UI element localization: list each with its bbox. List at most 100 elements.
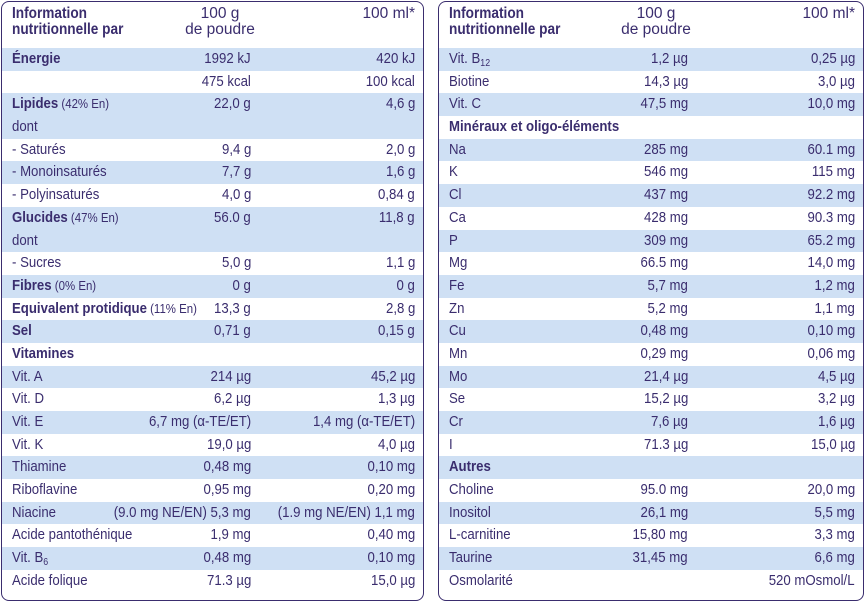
- row-label: Biotine: [449, 71, 489, 94]
- row-label: Acide folique: [12, 570, 88, 593]
- row-label: Vit. B12: [449, 48, 490, 76]
- row-label-text: - Polyinsaturés: [12, 186, 100, 204]
- value-per-100ml: 3,2 µg: [818, 390, 855, 408]
- table-row: Acide pantothénique 1,9 mg 0,40 mg: [2, 524, 423, 547]
- value-per-100g: 66.5 mg: [640, 254, 688, 272]
- row-label-text: Osmolarité: [449, 571, 513, 589]
- table-row: - Saturés 9,4 g 2,0 g: [2, 139, 423, 162]
- header-title-line2: nutritionnelle par: [12, 21, 124, 38]
- value-per-100ml: 6,6 mg: [814, 549, 855, 567]
- row-label-text: Glucides: [12, 208, 68, 226]
- value-per-100g: 0 g: [232, 276, 251, 294]
- value-per-100g: 5,7 mg: [647, 276, 688, 294]
- value-per-100ml: 420 kJ: [376, 50, 415, 67]
- row-label: Taurine: [449, 547, 492, 570]
- table-row: Cl 437 mg 92.2 mg: [439, 184, 863, 207]
- value-per-100g: 214 µg: [210, 367, 251, 385]
- row-label-text: dont: [12, 118, 38, 136]
- table-row: Mg 66.5 mg 14,0 mg: [439, 252, 863, 275]
- table-row: Vit. C 47,5 mg 10,0 mg: [439, 93, 863, 117]
- row-label: Niacine: [12, 502, 56, 525]
- row-label: Autres: [449, 456, 491, 479]
- value-per-100g: 5,2 mg: [647, 299, 688, 317]
- row-label: - Polyinsaturés: [12, 184, 99, 207]
- row-label-text: Acide pantothénique: [12, 526, 133, 544]
- row-label-note: (42% En): [58, 96, 110, 112]
- value-per-100g: 7,7 g: [221, 163, 251, 181]
- nutrition-table-left: Information nutritionnelle par 100 g de …: [1, 1, 424, 601]
- table-row: Fe 5,7 mg 1,2 mg: [439, 274, 863, 298]
- value-per-100g: 31,45 mg: [632, 549, 688, 567]
- value-per-100g: 15,80 mg: [632, 526, 688, 544]
- value-per-100ml: 0 g: [396, 276, 415, 294]
- value-per-100ml: 1,6 g: [385, 163, 415, 181]
- row-label-text: Vit. B: [449, 50, 481, 67]
- value-per-100g: 47,5 mg: [640, 95, 688, 113]
- value-per-100g: 1,2 µg: [651, 50, 688, 67]
- value-per-100ml: 0,10 mg: [367, 549, 415, 567]
- row-label: Glucides (47% En): [12, 207, 119, 230]
- table-row: - Polyinsaturés 4,0 g 0,84 g: [2, 184, 423, 207]
- table-row: Minéraux et oligo-éléments: [439, 116, 863, 139]
- value-per-100g: 56.0 g: [214, 208, 251, 226]
- value-per-100g: 19,0 µg: [206, 435, 251, 453]
- table-row: - Monoinsaturés 7,7 g 1,6 g: [2, 161, 423, 185]
- table-row: Vit. K 19,0 µg 4,0 µg: [2, 434, 423, 457]
- table-row: Sel 0,71 g 0,15 g: [2, 320, 423, 343]
- value-per-100g: 0,48 mg: [203, 458, 251, 476]
- table-row: Osmolarité 520 mOsmol/L: [439, 570, 863, 593]
- row-label-text: Vit. E: [12, 413, 44, 430]
- value-per-100g: 475 kcal: [201, 72, 251, 90]
- value-per-100g: 428 mg: [643, 208, 688, 226]
- row-label-text: Riboflavine: [12, 481, 78, 499]
- table-row: Vitamines: [2, 343, 423, 366]
- row-label: Inositol: [449, 502, 491, 525]
- value-per-100ml: 100 kcal: [365, 72, 415, 90]
- row-label-text: Niacine: [12, 503, 57, 521]
- row-label-text: Vit. K: [12, 435, 44, 453]
- value-per-100ml: 20,0 mg: [807, 481, 855, 499]
- table-row: Na 285 mg 60.1 mg: [439, 138, 863, 162]
- row-label-text: Vit. B: [12, 549, 44, 567]
- value-per-100ml: 1,2 mg: [814, 276, 855, 294]
- value-per-100g: 0,95 mg: [203, 481, 251, 499]
- table-row: Taurine 31,45 mg 6,6 mg: [439, 547, 863, 570]
- table-row: Riboflavine 0,95 mg 0,20 mg: [2, 479, 423, 502]
- row-label-text: Fibres: [12, 276, 52, 294]
- value-per-100g: 5,0 g: [221, 254, 251, 272]
- row-label-text: - Saturés: [12, 140, 66, 158]
- value-per-100g: 437 mg: [643, 186, 688, 204]
- value-per-100ml: 4,6 g: [385, 95, 415, 113]
- value-per-100ml: 1,4 mg (α-TE/ET): [312, 413, 415, 430]
- row-label: Fibres (0% En): [12, 275, 96, 298]
- row-label: Acide pantothénique: [12, 524, 132, 547]
- row-label: Vit. D: [12, 388, 44, 411]
- value-per-100ml: 5,5 mg: [814, 503, 855, 521]
- value-per-100g: 6,7 mg (α-TE/ET): [148, 413, 251, 430]
- row-label-note: (0% En): [51, 277, 97, 293]
- row-label-text: Vitamines: [12, 344, 75, 362]
- value-per-100g: 1,9 mg: [210, 526, 251, 544]
- table-row: Lipides (42% En) 22,0 g 4,6 g: [2, 93, 423, 117]
- row-label-text: Cl: [449, 186, 462, 204]
- row-label: Se: [449, 388, 465, 411]
- row-label-text: Biotine: [449, 72, 490, 90]
- row-label-text: dont: [12, 231, 38, 249]
- value-per-100ml: 45,2 µg: [370, 367, 415, 385]
- table-row: 475 kcal 100 kcal: [2, 71, 423, 94]
- header-col-powder-line1: 100 g: [636, 5, 676, 22]
- row-label: Vit. B6: [12, 547, 48, 575]
- value-per-100ml: 0,10 mg: [367, 458, 415, 476]
- table-row: Fibres (0% En) 0 g 0 g: [2, 274, 423, 298]
- value-per-100g: 22,0 g: [214, 95, 251, 113]
- header-col-powder: 100 g de poudre: [170, 6, 270, 38]
- header-title-line2: nutritionnelle par: [449, 21, 561, 38]
- table-row: Cu 0,48 mg 0,10 mg: [439, 320, 863, 343]
- table-row: Mo 21,4 µg 4,5 µg: [439, 365, 863, 389]
- row-label: Vit. K: [12, 434, 43, 457]
- row-label-text: Thiamine: [12, 458, 67, 476]
- row-label: I: [449, 434, 453, 457]
- row-label: Vit. C: [449, 93, 481, 116]
- row-label: Fe: [449, 275, 464, 298]
- value-per-100g: 1992 kJ: [204, 50, 251, 67]
